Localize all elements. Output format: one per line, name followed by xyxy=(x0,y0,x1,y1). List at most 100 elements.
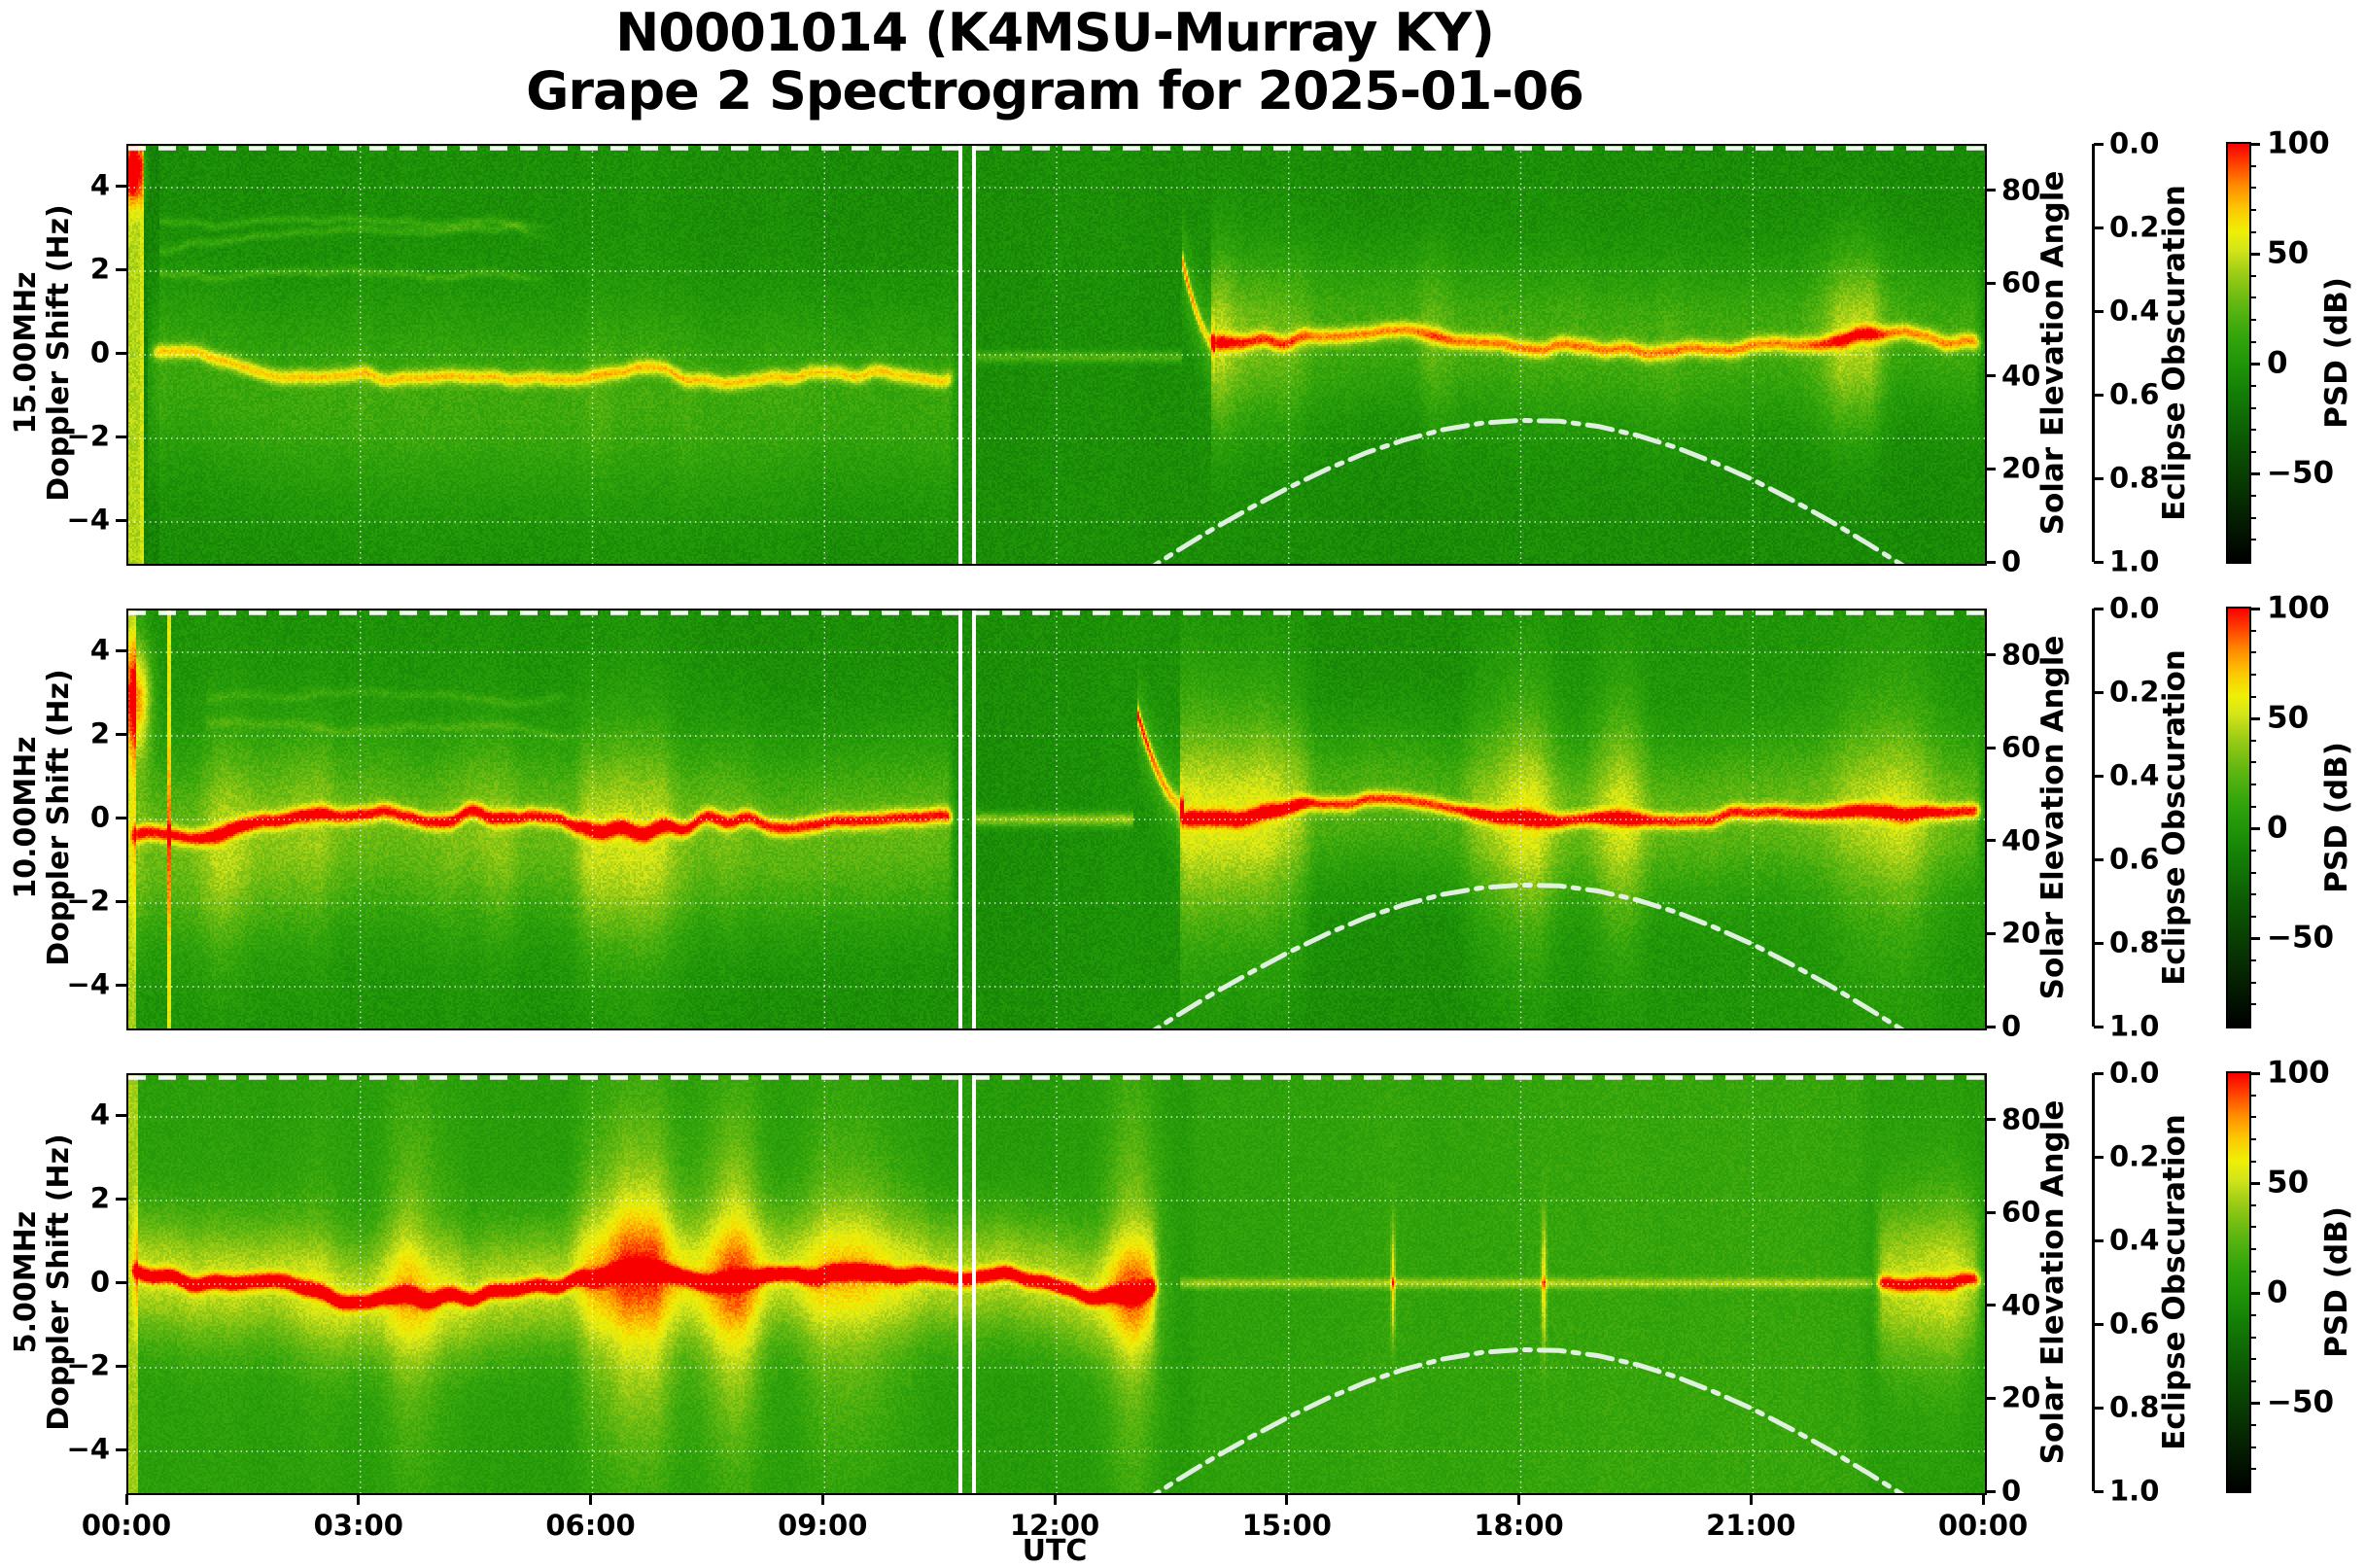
eclipse-tick-label: 0.0 xyxy=(2109,126,2160,160)
doppler-tick-mark xyxy=(116,899,126,903)
solar-tick-label: 80 xyxy=(2001,173,2041,207)
colorbar-minor-tick-mark xyxy=(2250,296,2256,299)
colorbar-tick-label: −50 xyxy=(2267,455,2335,491)
doppler-tick-label: −4 xyxy=(66,503,110,537)
colorbar-minor-tick-mark xyxy=(2250,1379,2256,1382)
colorbar-major-tick-mark xyxy=(2250,252,2260,256)
solar-tick-label: 40 xyxy=(2001,359,2041,393)
eclipse-tick-label: 0.6 xyxy=(2109,1307,2160,1341)
solar-tick-mark xyxy=(1985,1304,1996,1307)
solar-tick-mark xyxy=(1985,560,1996,564)
doppler-tick-label: 0 xyxy=(89,335,110,369)
eclipse-tick-label: 0.0 xyxy=(2109,1056,2160,1090)
colorbar-minor-tick-mark xyxy=(2250,450,2256,453)
colorbar-major-tick-mark xyxy=(2250,716,2260,720)
colorbar-minor-tick-mark xyxy=(2250,164,2256,167)
colorbar-minor-tick-mark xyxy=(2250,1094,2256,1097)
solar-tick-mark xyxy=(1985,1118,1996,1122)
solar-tick-label: 80 xyxy=(2001,1102,2041,1136)
solar-tick-label: 40 xyxy=(2001,823,2041,857)
x-tick-label: 15:00 xyxy=(1241,1509,1332,1542)
colorbar-tick-label: 100 xyxy=(2267,590,2330,626)
doppler-tick-mark xyxy=(116,1364,126,1368)
colorbar-major-tick-mark xyxy=(2250,1071,2260,1075)
panel-5mhz xyxy=(126,1073,1987,1495)
colorbar-minor-tick-mark xyxy=(2250,629,2256,632)
colorbar-major-tick-mark xyxy=(2250,1291,2260,1295)
solar-tick-label: 0 xyxy=(2001,544,2022,578)
colorbar-tick-label: 50 xyxy=(2267,235,2310,271)
x-tick-label: 03:00 xyxy=(313,1509,403,1542)
eclipse-tick-label: 0.8 xyxy=(2109,925,2160,959)
colorbar-minor-tick-mark xyxy=(2250,1336,2256,1339)
colorbar-minor-tick-mark xyxy=(2250,1137,2256,1140)
x-tick-mark xyxy=(589,1494,592,1505)
colorbar-major-tick-mark xyxy=(2250,826,2260,830)
doppler-tick-label: 2 xyxy=(89,1181,110,1215)
title-line-2: Grape 2 Spectrogram for 2025-01-06 xyxy=(526,60,1584,122)
colorbar-minor-tick-mark xyxy=(2250,1424,2256,1427)
colorbar-tick-label: 0 xyxy=(2267,345,2288,381)
colorbar-minor-tick-mark xyxy=(2250,739,2256,742)
colorbar-tick-label: 0 xyxy=(2267,810,2288,846)
panel-overlay-10mhz xyxy=(128,610,1985,1028)
eclipse-tick-mark xyxy=(2094,142,2104,146)
solar-axis-title: Solar Elevation Angle xyxy=(2035,1099,2070,1465)
doppler-shift-label: Doppler Shift (Hz) xyxy=(42,204,76,502)
doppler-tick-label: 4 xyxy=(89,168,110,202)
panel-overlay-15mhz xyxy=(128,146,1985,564)
eclipse-tick-mark xyxy=(2094,226,2104,229)
solar-tick-label: 60 xyxy=(2001,1195,2041,1229)
doppler-tick-label: −4 xyxy=(66,967,110,1001)
colorbar-minor-tick-mark xyxy=(2250,1248,2256,1251)
doppler-shift-label: Doppler Shift (Hz) xyxy=(42,1133,76,1431)
eclipse-tick-mark xyxy=(2094,857,2104,861)
solar-tick-mark xyxy=(1985,189,1996,192)
eclipse-axis-spine xyxy=(2092,609,2095,1027)
eclipse-tick-label: 0.6 xyxy=(2109,842,2160,876)
colorbar-minor-tick-mark xyxy=(2250,1313,2256,1316)
colorbar-minor-tick-mark xyxy=(2250,959,2256,962)
eclipse-tick-mark xyxy=(2094,393,2104,397)
doppler-tick-mark xyxy=(116,1280,126,1284)
panel-10mhz xyxy=(126,609,1987,1030)
colorbar-psd xyxy=(2226,1070,2251,1493)
doppler-tick-label: −2 xyxy=(66,419,110,453)
figure-title: N0001014 (K4MSU-Murray KY) Grape 2 Spect… xyxy=(126,4,1983,121)
x-tick-label: 12:00 xyxy=(1009,1509,1100,1542)
doppler-tick-mark xyxy=(116,1197,126,1201)
eclipse-tick-mark xyxy=(2094,1025,2104,1028)
colorbar-tick-label: 100 xyxy=(2267,125,2330,161)
eclipse-axis-title: Eclipse Obscuration xyxy=(2157,1114,2192,1450)
eclipse-tick-label: 0.8 xyxy=(2109,1390,2160,1424)
colorbar-minor-tick-mark xyxy=(2250,1358,2256,1361)
doppler-tick-label: 4 xyxy=(89,1098,110,1132)
doppler-tick-label: −4 xyxy=(66,1432,110,1466)
x-tick-mark xyxy=(1285,1494,1289,1505)
eclipse-tick-label: 1.0 xyxy=(2109,544,2160,578)
solar-tick-label: 60 xyxy=(2001,265,2041,299)
eclipse-tick-mark xyxy=(2094,476,2104,480)
colorbar-minor-tick-mark xyxy=(2250,406,2256,409)
x-tick-label: 21:00 xyxy=(1706,1509,1796,1542)
eclipse-tick-label: 1.0 xyxy=(2109,1009,2160,1043)
eclipse-tick-mark xyxy=(2094,1155,2104,1159)
doppler-tick-mark xyxy=(116,435,126,438)
eclipse-tick-label: 0.2 xyxy=(2109,1139,2160,1173)
colorbar-major-tick-mark xyxy=(2250,471,2260,475)
x-tick-label: 00:00 xyxy=(1937,1509,2029,1542)
colorbar-minor-tick-mark xyxy=(2250,1116,2256,1119)
eclipse-axis-spine xyxy=(2092,144,2095,562)
doppler-tick-mark xyxy=(116,732,126,736)
y-axis-label-5mhz: 5.00MHz Doppler Shift (Hz) xyxy=(9,1133,76,1431)
solar-tick-mark xyxy=(1985,1396,1996,1400)
solar-tick-mark xyxy=(1985,281,1996,285)
doppler-tick-mark xyxy=(116,351,126,355)
frequency-label: 5.00MHz xyxy=(9,1210,43,1354)
eclipse-tick-mark xyxy=(2094,560,2104,564)
colorbar-minor-tick-mark xyxy=(2250,695,2256,698)
colorbar-minor-tick-mark xyxy=(2250,1468,2256,1471)
psd-axis-title: PSD (dB) xyxy=(2319,1206,2354,1358)
doppler-tick-label: 0 xyxy=(89,800,110,834)
